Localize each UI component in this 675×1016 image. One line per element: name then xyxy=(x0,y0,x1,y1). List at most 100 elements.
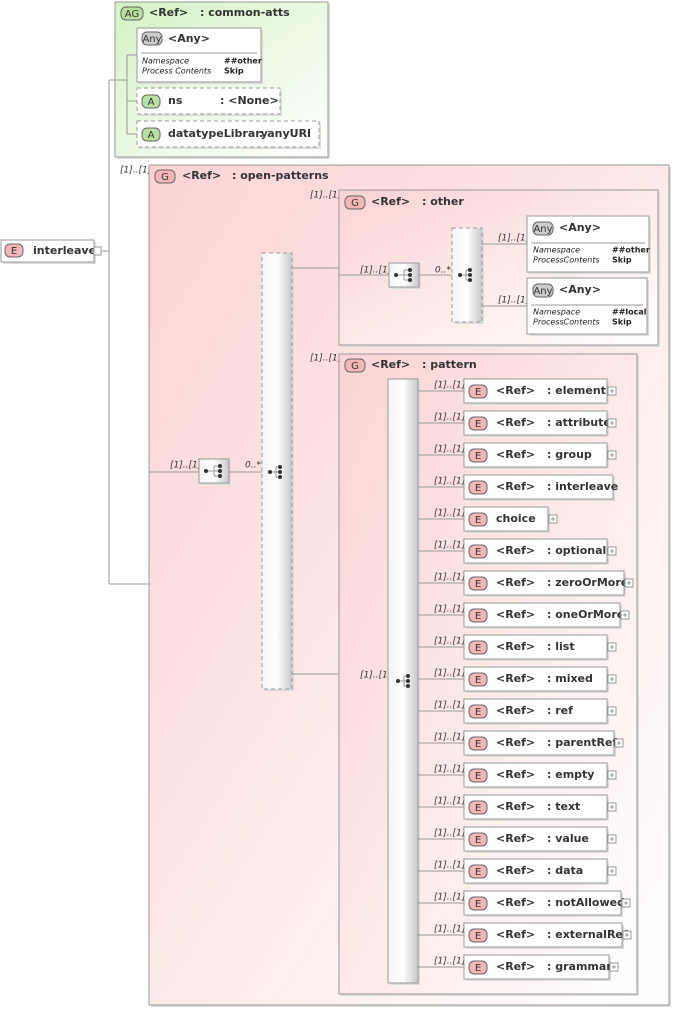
prop-value: Skip xyxy=(612,256,632,265)
badge-label: E xyxy=(475,963,481,974)
badge xyxy=(468,800,488,815)
cardinality: [1]..[1] xyxy=(434,925,466,935)
cardinality: [1]..[1] xyxy=(170,461,202,471)
badge-label: G xyxy=(351,361,359,372)
prop-name: Namespace xyxy=(533,308,580,317)
badge-label: A xyxy=(148,97,155,108)
element xyxy=(463,410,608,436)
badge-label: E xyxy=(475,931,481,942)
connector-port xyxy=(93,246,102,256)
element-name: : zeroOrMore xyxy=(547,576,628,589)
icon-dot xyxy=(218,464,222,468)
cardinality: [1]..[1] xyxy=(120,166,152,176)
cardinality: [1]..[1] xyxy=(360,266,392,276)
cardinality: [1]..[1] xyxy=(360,671,392,681)
element-name: interleave xyxy=(33,244,96,257)
cardinality: [1]..[1] xyxy=(434,605,466,615)
badge-label: E xyxy=(475,835,481,846)
ref-label: <Ref> xyxy=(496,864,535,877)
badge xyxy=(141,94,161,109)
attribute-type: : anyURI xyxy=(259,127,311,140)
cardinality: [1]..[1] xyxy=(434,797,466,807)
icon-dot xyxy=(218,469,222,473)
badge xyxy=(468,672,488,687)
attribute-type: : <None> xyxy=(220,94,279,107)
group-name: : other xyxy=(422,195,464,208)
badge xyxy=(468,736,488,751)
prop-value: ##other xyxy=(612,246,650,255)
icon-dot xyxy=(278,475,282,479)
badge xyxy=(468,384,488,399)
element xyxy=(463,890,622,916)
badge xyxy=(532,283,554,298)
badge xyxy=(468,512,488,527)
cardinality: [1]..[1] xyxy=(434,893,466,903)
badge xyxy=(344,195,366,210)
cardinality: [1]..[1] xyxy=(498,234,530,244)
cardinality: [1]..[1] xyxy=(310,191,342,201)
element-name: : notAllowed xyxy=(547,896,625,909)
cardinality: 0..* xyxy=(435,266,451,276)
icon-dot xyxy=(408,278,412,282)
ref-label: <Ref> xyxy=(496,608,535,621)
element-name: : grammar xyxy=(547,960,612,973)
ref-label: <Ref> xyxy=(496,832,535,845)
badge-label: E xyxy=(475,899,481,910)
cardinality: [1]..[1] xyxy=(434,829,466,839)
badge-label: E xyxy=(475,483,481,494)
element xyxy=(463,826,608,852)
ref-label: <Ref> xyxy=(496,480,535,493)
element xyxy=(463,538,608,564)
badge-label: G xyxy=(351,198,359,209)
element-name: : data xyxy=(547,864,583,877)
prop-name: Namespace xyxy=(533,246,580,255)
badge-label: E xyxy=(475,643,481,654)
badge-label: E xyxy=(475,803,481,814)
icon-dot xyxy=(408,273,412,277)
prop-value: ##local xyxy=(612,308,647,317)
cardinality: [1]..[1] xyxy=(434,477,466,487)
badge xyxy=(468,544,488,559)
element-name: : oneOrMore xyxy=(547,608,624,621)
ref-label: <Ref> xyxy=(371,358,410,371)
cardinality: 0..* xyxy=(245,461,261,471)
attribute-name: datatypeLibrary xyxy=(168,127,268,140)
any-label: <Any> xyxy=(168,32,210,45)
cardinality: [1]..[1] xyxy=(434,413,466,423)
icon-dot xyxy=(218,474,222,478)
badge xyxy=(468,768,488,783)
icon-dot xyxy=(396,679,400,683)
element xyxy=(463,698,608,724)
element xyxy=(463,762,608,788)
badge-label: AG xyxy=(125,9,139,20)
badge xyxy=(468,928,488,943)
ref-label: <Ref> xyxy=(149,6,188,19)
badge-label: E xyxy=(11,246,17,257)
element-name: : value xyxy=(547,832,589,845)
badge-label: E xyxy=(475,867,481,878)
element xyxy=(463,922,623,948)
badge xyxy=(4,243,24,258)
ref-label: <Ref> xyxy=(496,928,535,941)
element-name: : optional xyxy=(547,544,606,557)
cardinality: [1]..[1] xyxy=(498,296,530,306)
badge xyxy=(468,704,488,719)
prop-name: Namespace xyxy=(142,57,189,66)
cardinality: [1]..[1] xyxy=(434,669,466,679)
ref-label: <Ref> xyxy=(496,896,535,909)
badge xyxy=(344,358,366,373)
ref-label: <Ref> xyxy=(496,544,535,557)
ref-label: <Ref> xyxy=(496,416,535,429)
icon-dot xyxy=(408,268,412,272)
attribute xyxy=(136,120,320,148)
ref-label: <Ref> xyxy=(182,169,221,182)
badge-label: E xyxy=(475,579,481,590)
badge-label: E xyxy=(475,419,481,430)
badge xyxy=(141,31,163,46)
element xyxy=(463,730,615,756)
cardinality: [1]..[1] xyxy=(434,637,466,647)
cardinality: [1]..[1] xyxy=(434,701,466,711)
element-name: : interleave xyxy=(547,480,618,493)
badge xyxy=(468,832,488,847)
